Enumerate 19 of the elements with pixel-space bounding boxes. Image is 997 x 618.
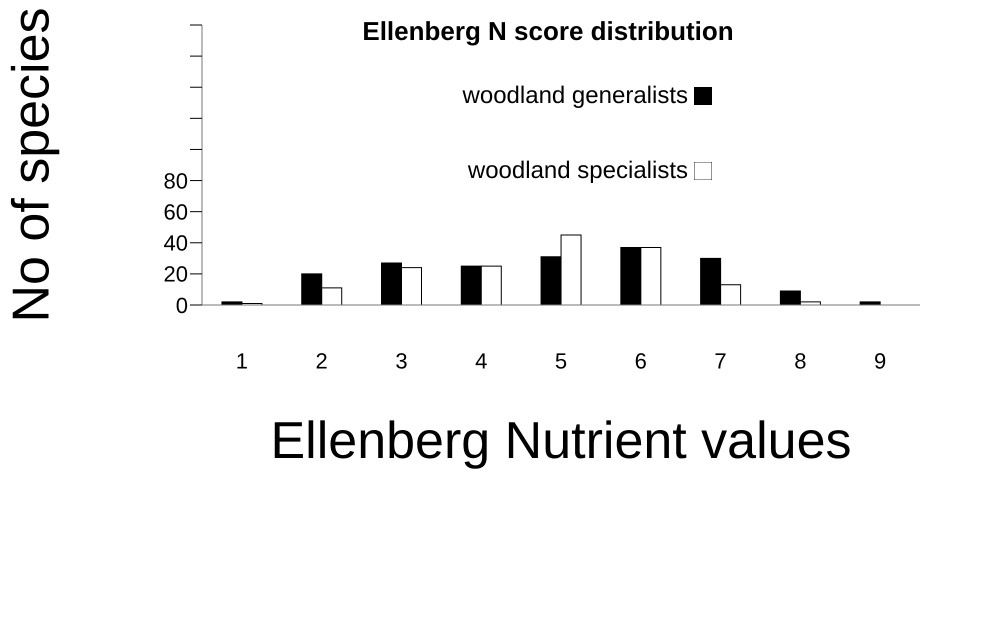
- y-tick-label: 40: [164, 230, 188, 256]
- y-tick-label: 0: [176, 292, 188, 318]
- y-axis-title: No of species: [2, 7, 60, 323]
- chart-title: Ellenberg N score distribution: [361, 16, 735, 47]
- x-tick-label: 1: [236, 348, 248, 374]
- x-tick-label: 7: [714, 348, 727, 374]
- x-axis-title: Ellenberg Nutrient values: [270, 412, 852, 470]
- x-tick-label: 5: [554, 348, 568, 374]
- y-tick-label: 80: [164, 168, 188, 194]
- legend-label: woodland specialists: [466, 156, 688, 184]
- x-tick-label: 4: [475, 348, 488, 374]
- x-tick-label: 9: [874, 348, 886, 374]
- x-tick-label: 2: [316, 348, 328, 374]
- x-tick-label: 3: [395, 348, 408, 374]
- legend-label: woodland generalists: [462, 82, 688, 110]
- x-tick-label: 6: [634, 348, 647, 374]
- x-tick-label: 8: [794, 348, 806, 374]
- y-tick-label: 20: [164, 262, 188, 287]
- y-tick-label: 60: [164, 199, 188, 224]
